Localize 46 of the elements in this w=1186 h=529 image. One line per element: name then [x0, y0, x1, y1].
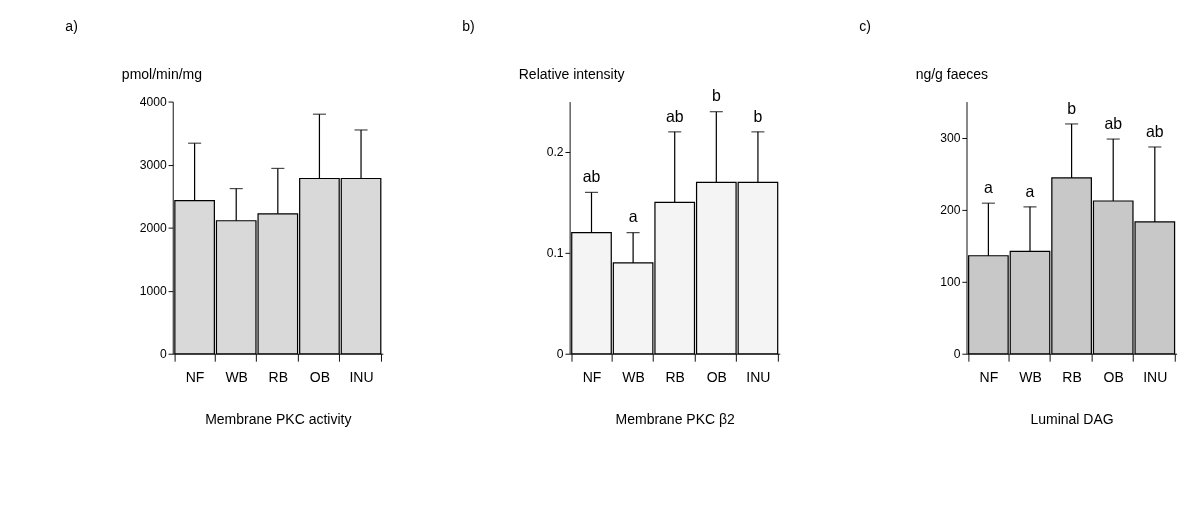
x-tick-label: RB — [268, 369, 289, 386]
annotation: ab — [1104, 114, 1123, 132]
chart-title: c) — [859, 17, 871, 34]
y-tick-label: 0.2 — [546, 145, 564, 160]
annotation: b — [711, 87, 721, 105]
x-tick-label: RB — [665, 369, 685, 386]
x-tick-label: WB — [225, 369, 248, 386]
annotation: ab — [665, 107, 684, 125]
chart-title: b) — [462, 17, 475, 34]
x-tick-label: OB — [706, 369, 727, 386]
chart-title: a) — [65, 17, 78, 34]
annotation: a — [1025, 182, 1035, 200]
annotation: ab — [1146, 122, 1164, 140]
x-tick-label: RB — [1062, 369, 1082, 386]
y-tick-label: 300 — [940, 130, 961, 145]
annotation: a — [983, 178, 993, 196]
x-tick-label: NF — [979, 369, 999, 386]
x-tick-label: NF — [185, 369, 205, 386]
y-tick-label: 0.1 — [546, 246, 564, 261]
annotation: ab — [582, 168, 601, 186]
annotation: b — [753, 107, 763, 125]
x-tick-label: INU — [746, 369, 771, 386]
y-tick-label: 0 — [953, 346, 961, 361]
x-axis-title: Membrane PKC β2 — [615, 411, 736, 428]
y-tick-label: 1000 — [139, 283, 167, 298]
x-tick-label: WB — [622, 369, 645, 386]
annotation: b — [1067, 99, 1077, 117]
y-tick-label: 3000 — [139, 157, 167, 172]
y-axis-title: Relative intensity — [518, 65, 625, 82]
y-tick-label: 0 — [159, 346, 167, 361]
x-tick-label: INU — [349, 369, 374, 386]
annotation: a — [628, 208, 638, 226]
y-tick-label: 200 — [940, 202, 961, 217]
y-axis-title: pmol/min/mg — [121, 65, 203, 82]
x-tick-label: INU — [1143, 369, 1168, 386]
y-tick-label: 2000 — [139, 220, 167, 235]
y-axis-title: ng/g faeces — [915, 65, 989, 82]
x-tick-label: NF — [582, 369, 602, 386]
y-tick-label: 4000 — [139, 94, 167, 109]
x-tick-label: OB — [309, 369, 331, 386]
x-axis-title: Luminal DAG — [1030, 411, 1114, 428]
x-tick-label: WB — [1019, 369, 1042, 386]
y-tick-label: 0 — [556, 346, 564, 361]
x-axis-title: Membrane PKC activity — [205, 411, 352, 428]
x-tick-label: OB — [1103, 369, 1124, 386]
y-tick-label: 100 — [940, 274, 961, 289]
